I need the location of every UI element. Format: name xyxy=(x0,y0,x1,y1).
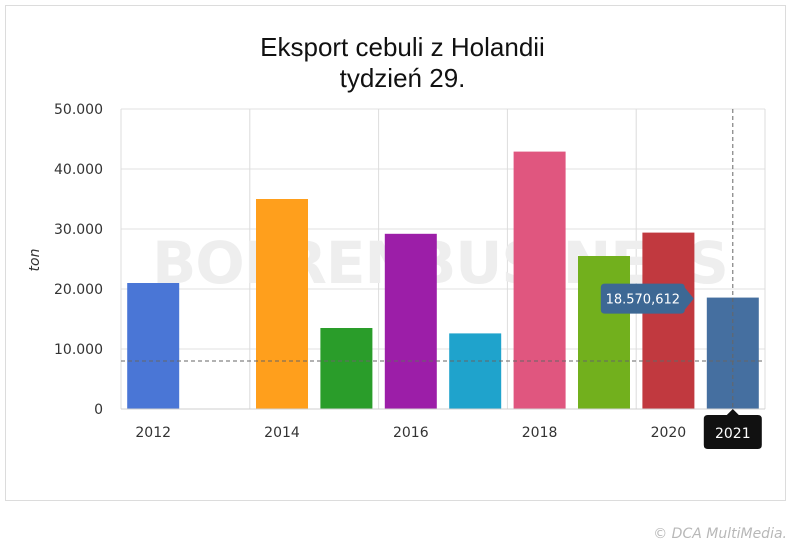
bar-2019 xyxy=(578,256,630,409)
y-tick-label: 10.000 xyxy=(54,342,103,358)
overlay: 18.570,612 2021 xyxy=(121,109,765,449)
bar-2015 xyxy=(320,328,373,409)
y-tick-label: 0 xyxy=(94,402,103,418)
y-tick-label: 20.000 xyxy=(54,282,103,298)
y-axis-title: ton xyxy=(27,249,43,272)
y-tick-label: 40.000 xyxy=(54,162,103,178)
bar-2020 xyxy=(642,232,695,409)
x-tick-label: 2012 xyxy=(135,425,171,441)
value-tooltip-label: 18.570,612 xyxy=(606,293,680,308)
bars xyxy=(127,151,759,409)
x-tick-label: 2016 xyxy=(393,425,429,441)
value-tooltip xyxy=(600,283,694,314)
category-badge-label: 2021 xyxy=(715,426,751,442)
x-tick-label: 2020 xyxy=(651,425,687,441)
y-tick-label: 50.000 xyxy=(54,102,103,118)
bar-2017 xyxy=(449,333,502,409)
bar-2012 xyxy=(127,283,180,409)
bar-2018 xyxy=(513,151,566,409)
x-tick-label: 2018 xyxy=(522,425,558,441)
x-tick-label: 2014 xyxy=(264,425,300,441)
chart-subtitle: tydzień 29. xyxy=(339,63,466,93)
chart-title: Eksport cebuli z Holandii xyxy=(260,32,545,62)
y-tick-label: 30.000 xyxy=(54,222,103,238)
copyright-notice: © DCA MultiMedia. xyxy=(653,526,787,542)
axes: 0 10.000 20.000 30.000 40.000 50.000 2012 2014 2… xyxy=(54,102,765,441)
bar-2016 xyxy=(384,233,437,409)
bar-2014 xyxy=(256,199,308,409)
category-badge xyxy=(703,409,762,449)
